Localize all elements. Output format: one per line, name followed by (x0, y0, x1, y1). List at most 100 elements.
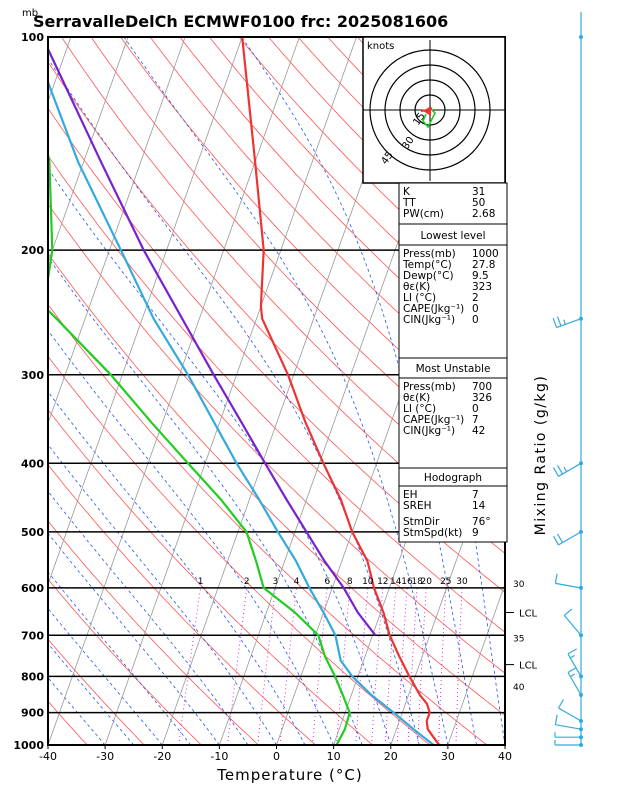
pressure-tick-label: 400 (21, 457, 44, 470)
wind-barb-feather (563, 319, 566, 325)
most-unstable-label: CIN(Jkg⁻¹) (403, 425, 455, 437)
wind-barb-staff (555, 582, 582, 589)
top-index-value: 50 (472, 197, 485, 209)
most-unstable-label: LI (°C) (403, 403, 436, 415)
x-axis-label: Temperature (°C) (216, 766, 362, 784)
temperature-tick-label: 0 (273, 750, 280, 763)
pressure-tick-label: 600 (21, 582, 44, 595)
parcel_lowest-curve (48, 79, 435, 745)
dry-adiabat (48, 107, 505, 593)
grid-layer (48, 21, 618, 760)
isotherm (447, 582, 505, 745)
most-unstable-value: 700 (472, 381, 492, 393)
dry-adiabat (547, 21, 618, 760)
moist-adiabat (48, 167, 392, 745)
lowest-level-heading: Lowest level (420, 230, 485, 242)
temperature-tick-label: 20 (384, 750, 398, 763)
moist-adiabat (48, 677, 106, 745)
parcel_most_unstable-curve (48, 46, 377, 636)
wind-barb-feather (554, 573, 558, 584)
isotherm (390, 422, 505, 745)
mixing-ratio-label: 16 (401, 577, 413, 587)
pressure-tick-label: 100 (21, 31, 44, 44)
moist-adiabat (48, 490, 249, 745)
mixing-ratio-line (407, 587, 418, 745)
y2-axis-label: Mixing Ratio (g/kg) (533, 375, 549, 536)
isotherm (48, 37, 129, 264)
isotherm (48, 37, 300, 745)
wind-barb-staff (558, 462, 582, 477)
lowest-level-label: θε(K) (403, 281, 430, 293)
isotherm (104, 37, 357, 745)
lowest-level-label: Press(mb) (403, 248, 456, 260)
hodograph-unit-label: knots (367, 41, 394, 52)
wind-barb-feather (570, 673, 575, 678)
moist-adiabat (48, 444, 277, 745)
dry-adiabat (605, 21, 618, 760)
lowest-level-value: 323 (472, 281, 492, 293)
temperature-tick-label: 40 (498, 750, 512, 763)
moist-adiabat (241, 37, 477, 745)
dry-adiabat (504, 37, 505, 38)
most-unstable-value: 0 (472, 403, 479, 415)
wind-barb-feather (552, 467, 560, 477)
lowest-level-value: 0 (472, 303, 479, 315)
most-unstable-value: 7 (472, 414, 479, 426)
mixing-ratio-line (438, 587, 447, 745)
lowest-level-label: CIN(Jkg⁻¹) (403, 314, 455, 326)
dewpoint-curve (48, 148, 351, 745)
wind-barb-feather (556, 316, 562, 327)
pressure-tick-label: 700 (21, 629, 44, 642)
pressure-tick-label: 500 (21, 526, 44, 539)
top-index-value: 31 (472, 186, 485, 198)
wind-barb-feather (570, 654, 575, 659)
lowest-level-label: Dewp(°C) (403, 270, 454, 282)
wind-barb-feather (556, 533, 564, 543)
mixing-ratio-line (312, 587, 328, 745)
hodograph-stat-value: 76° (472, 516, 491, 528)
most-unstable-value: 42 (472, 425, 485, 437)
temperature-tick-label: -10 (210, 750, 228, 763)
dry-adiabat (48, 700, 88, 745)
dry-adiabat (90, 37, 505, 480)
temperature-tick-label: -30 (96, 750, 114, 763)
dry-adiabat (48, 203, 505, 674)
pressure-tick-label: 200 (21, 244, 44, 257)
mixing-ratio-label: 18 (411, 577, 423, 587)
pressure-unit-label: mb (22, 8, 38, 19)
mixing-ratio-label: 20 (420, 577, 432, 587)
wind-barb-staff (567, 653, 582, 677)
dry-adiabat (48, 61, 505, 554)
temperature-tick-label: 30 (441, 750, 455, 763)
dry-adiabat (48, 520, 260, 745)
wind-barb-feather (556, 464, 564, 475)
mixing-ratio-extra-label: 35 (513, 635, 524, 645)
pressure-tick-label: 300 (21, 369, 44, 382)
storm-motion-arrow (423, 106, 431, 116)
pressure-tick-label: 900 (21, 707, 44, 720)
hodograph-stat-value: 7 (472, 489, 479, 501)
mixing-ratio-label: 4 (294, 577, 300, 587)
hodograph-trace-green (422, 108, 436, 129)
moist-adiabat (123, 37, 449, 745)
temperature-tick-label: 10 (327, 750, 341, 763)
dry-adiabat (48, 638, 145, 745)
mixing-ratio-label: 3 (273, 577, 279, 587)
moist-adiabat (48, 532, 220, 745)
top-index-label: TT (402, 197, 416, 209)
isotherm (48, 37, 243, 586)
mixing-ratio-label: 25 (440, 577, 451, 587)
indices-top-box (398, 182, 508, 225)
dry-adiabat (48, 355, 431, 745)
wind-barb-feather (567, 648, 577, 655)
index-table: K 31 TT 50 PW(cm) 2.68 Lowest level Press(mb) 10… (398, 182, 508, 543)
hodograph-stat-label: StmDir (403, 516, 440, 528)
pressure-tick-label: 1000 (13, 739, 44, 752)
temperature-tick-label: -20 (153, 750, 171, 763)
lowest-level-value: 2 (472, 292, 479, 304)
lcl-label: LCL (519, 661, 538, 672)
moist-adiabat (48, 391, 306, 745)
dry-adiabat (48, 464, 317, 745)
lowest-level-label: Temp(°C) (402, 259, 452, 271)
